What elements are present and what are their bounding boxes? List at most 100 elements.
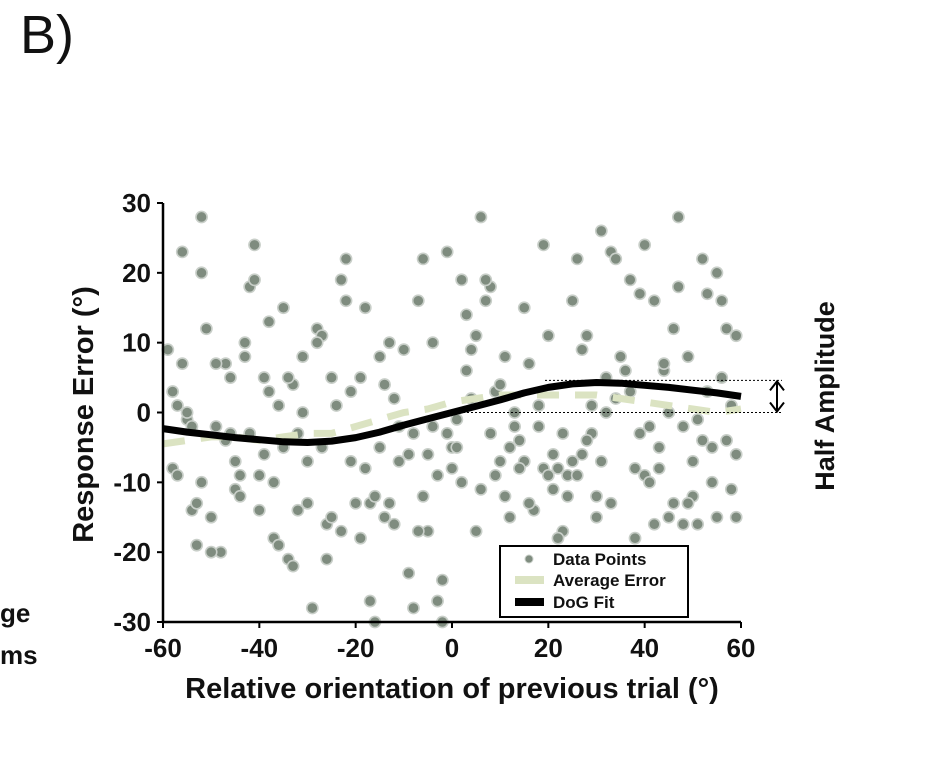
legend-marker-points [524, 554, 534, 564]
data-point [561, 489, 574, 503]
data-point [334, 273, 348, 287]
data-point [411, 294, 425, 308]
data-point [493, 454, 507, 468]
legend-label: Average Error [553, 571, 666, 590]
data-point [729, 329, 743, 343]
data-point [647, 517, 661, 531]
data-point [686, 454, 700, 468]
y-tick-label: 10 [122, 328, 151, 358]
data-point [382, 496, 396, 510]
data-point [638, 238, 652, 252]
data-point [541, 329, 555, 343]
data-point [296, 350, 310, 364]
data-point [334, 524, 348, 538]
data-point [325, 371, 338, 384]
data-point [373, 350, 387, 364]
amplitude-arrowhead-top [769, 379, 785, 391]
x-tick-label: -60 [144, 633, 182, 663]
data-point [623, 273, 637, 287]
data-point [594, 454, 608, 468]
data-point [498, 489, 512, 503]
data-point [272, 538, 285, 552]
data-point [705, 475, 719, 489]
data-point [522, 357, 536, 371]
data-point [532, 420, 546, 433]
data-point [580, 329, 594, 343]
data-point [662, 510, 676, 524]
data-point [503, 510, 517, 524]
data-point [676, 420, 690, 433]
y-tick-label: 30 [122, 188, 151, 218]
data-point [460, 308, 473, 322]
data-point [277, 301, 290, 315]
data-point [368, 489, 382, 503]
x-tick-label: -20 [337, 633, 375, 663]
data-point [252, 503, 266, 517]
data-point [455, 475, 469, 489]
data-point [724, 482, 738, 496]
data-point [671, 210, 685, 224]
data-point [493, 378, 507, 391]
data-point [171, 468, 184, 482]
data-point [344, 385, 358, 398]
dog-fit-line [162, 379, 742, 446]
data-point [195, 475, 208, 489]
data-point [358, 301, 372, 315]
data-point [508, 420, 522, 433]
data-point [575, 447, 589, 461]
data-point [416, 252, 430, 266]
data-point [508, 406, 522, 419]
legend-label: DoG Fit [553, 593, 615, 612]
data-point [421, 447, 435, 461]
x-tick-label: 0 [445, 633, 459, 663]
y-tick-label: -20 [113, 537, 151, 567]
data-point [267, 475, 281, 489]
data-point [657, 357, 671, 371]
data-point [387, 392, 401, 405]
data-point [354, 531, 367, 545]
data-point [715, 294, 729, 308]
data-point [373, 441, 387, 454]
half-amplitude-label: Half Amplitude [810, 301, 840, 491]
data-point [652, 461, 666, 475]
x-tick-label: -40 [241, 633, 279, 663]
data-point [426, 420, 440, 433]
data-point [570, 468, 584, 482]
y-tick-label: 20 [122, 258, 151, 288]
data-point [667, 496, 680, 510]
data-point [301, 454, 314, 468]
data-point [363, 594, 377, 608]
data-point [710, 266, 724, 280]
data-point [614, 350, 627, 364]
data-point [556, 427, 570, 440]
data-point [190, 538, 204, 552]
cropped-text-2: ms [0, 640, 38, 670]
data-point [551, 461, 565, 475]
panel-label: B) [20, 5, 74, 65]
data-point [426, 336, 440, 350]
data-point [696, 252, 709, 266]
data-point [705, 441, 719, 454]
data-points-layer [161, 210, 743, 629]
data-point [729, 510, 743, 524]
data-point [546, 482, 560, 496]
data-point [305, 601, 319, 615]
data-point [402, 447, 416, 461]
data-point [450, 441, 464, 454]
data-point [700, 287, 714, 301]
data-point [320, 552, 334, 566]
data-point [484, 427, 497, 440]
x-tick-label: 20 [534, 633, 563, 663]
data-point [580, 434, 594, 447]
data-point [224, 371, 237, 384]
data-point [681, 350, 695, 364]
data-point [233, 489, 247, 503]
legend-label: Data Points [553, 550, 647, 569]
data-point [513, 434, 526, 447]
data-point [570, 252, 584, 266]
data-point [378, 510, 391, 524]
data-point [387, 517, 401, 531]
x-axis-title: Relative orientation of previous trial (… [185, 673, 719, 705]
data-point [729, 447, 743, 461]
data-point [329, 399, 343, 412]
